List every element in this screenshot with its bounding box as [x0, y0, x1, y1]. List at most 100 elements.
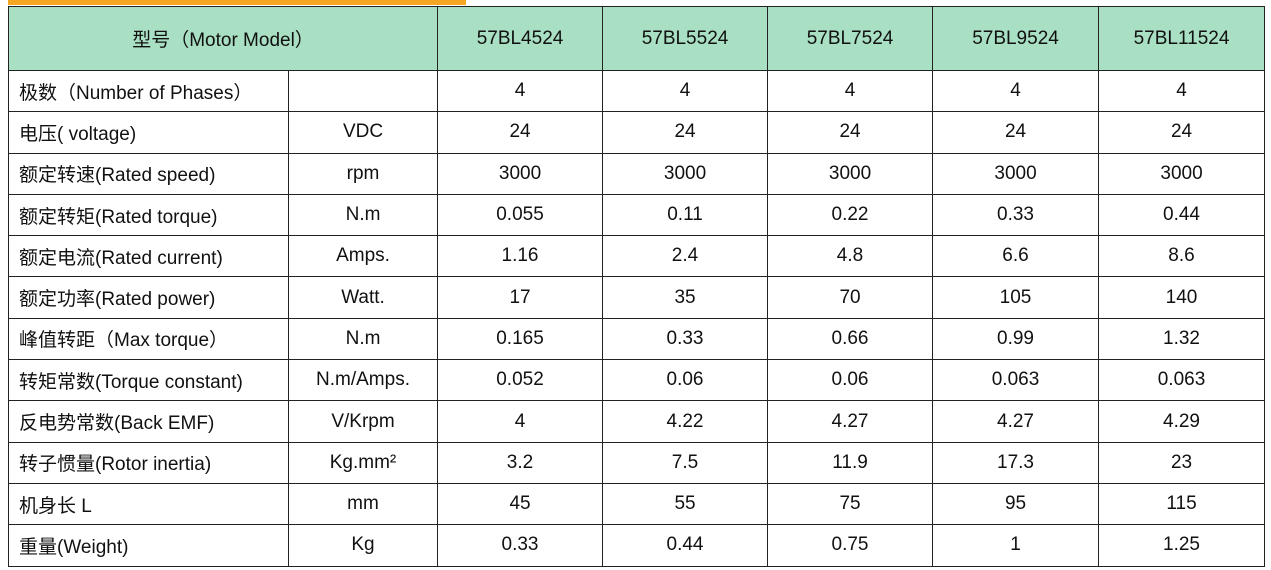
spec-unit: mm: [287, 482, 439, 526]
spec-value: 0.11: [602, 193, 769, 237]
spec-unit: [287, 69, 439, 113]
spec-value: 23: [1098, 441, 1266, 484]
spec-row: 重量(Weight) Kg 0.33 0.44 0.75 1 1.25: [8, 524, 1266, 567]
spec-value: 11.9: [767, 441, 934, 484]
spec-value: 55: [602, 482, 769, 526]
spec-value: 4.27: [932, 400, 1100, 443]
spec-value: 1.25: [1098, 524, 1266, 567]
spec-value: 1.16: [437, 235, 604, 278]
spec-unit: N.m: [287, 317, 439, 361]
spec-value: 4.8: [767, 235, 934, 278]
spec-value: 0.99: [932, 317, 1100, 361]
spec-value: 24: [602, 111, 769, 154]
spec-value: 0.44: [1098, 193, 1266, 237]
spec-value: 0.44: [602, 524, 769, 567]
spec-value: 4: [437, 69, 604, 113]
spec-value: 45: [437, 482, 604, 526]
table-body: 极数（Number of Phases） 4 4 4 4 4 电压( voltage) VDC…: [8, 69, 1266, 567]
spec-value: 4: [602, 69, 769, 113]
model-header: 57BL11524: [1098, 6, 1266, 71]
spec-value: 140: [1098, 276, 1266, 319]
model-label-header: 型号（Motor Model）: [7, 6, 439, 71]
spec-value: 105: [932, 276, 1100, 319]
spec-value: 4.29: [1098, 400, 1266, 443]
spec-value: 2.4: [602, 235, 769, 278]
spec-unit: Watt.: [287, 276, 439, 319]
spec-row: 转矩常数(Torque constant) N.m/Amps. 0.052 0.06 0…: [8, 359, 1266, 402]
spec-table: 型号（Motor Model） 57BL4524 57BL5524 57BL7524 5…: [7, 6, 1266, 567]
spec-value: 0.66: [767, 317, 934, 361]
spec-row: 反电势常数(Back EMF) V/Krpm 4 4.22 4.27 4.27 4.29: [8, 400, 1266, 443]
spec-value: 4: [767, 69, 934, 113]
spec-row: 转子惯量(Rotor inertia) Kg.mm² 3.2 7.5 11.9 17.3 2…: [8, 441, 1266, 484]
spec-value: 24: [437, 111, 604, 154]
spec-value: 4: [437, 400, 604, 443]
spec-value: 3000: [1098, 152, 1266, 195]
spec-row: 电压( voltage) VDC 24 24 24 24 24: [8, 111, 1266, 154]
spec-value: 0.063: [932, 359, 1100, 402]
spec-row: 额定功率(Rated power) Watt. 17 35 70 105 140: [8, 276, 1266, 319]
spec-value: 35: [602, 276, 769, 319]
spec-value: 4.27: [767, 400, 934, 443]
spec-value: 17.3: [932, 441, 1100, 484]
spec-value: 95: [932, 482, 1100, 526]
spec-label: 极数（Number of Phases）: [8, 69, 289, 113]
spec-value: 4.22: [602, 400, 769, 443]
spec-unit: Kg.mm²: [287, 441, 439, 484]
spec-label: 峰值转距（Max torque）: [8, 317, 289, 361]
spec-value: 70: [767, 276, 934, 319]
spec-label: 转矩常数(Torque constant): [8, 359, 289, 402]
spec-value: 1.32: [1098, 317, 1266, 361]
spec-value: 75: [767, 482, 934, 526]
spec-unit: rpm: [287, 152, 439, 195]
model-header: 57BL4524: [437, 6, 604, 71]
spec-label: 电压( voltage): [8, 111, 289, 154]
spec-value: 0.75: [767, 524, 934, 567]
spec-value: 4: [1098, 69, 1266, 113]
spec-unit: Kg: [287, 524, 439, 567]
spec-value: 17: [437, 276, 604, 319]
spec-unit: Amps.: [287, 235, 439, 278]
spec-unit: VDC: [287, 111, 439, 154]
spec-value: 0.33: [602, 317, 769, 361]
spec-value: 1: [932, 524, 1100, 567]
spec-label: 额定电流(Rated current): [8, 235, 289, 278]
spec-value: 0.052: [437, 359, 604, 402]
spec-unit: N.m/Amps.: [287, 359, 439, 402]
spec-value: 0.33: [437, 524, 604, 567]
spec-value: 3000: [932, 152, 1100, 195]
spec-row: 额定电流(Rated current) Amps. 1.16 2.4 4.8 6.6 8.6: [8, 235, 1266, 278]
spec-value: 7.5: [602, 441, 769, 484]
spec-row: 极数（Number of Phases） 4 4 4 4 4: [8, 69, 1266, 113]
spec-label: 重量(Weight): [8, 524, 289, 567]
spec-value: 24: [932, 111, 1100, 154]
model-header: 57BL5524: [602, 6, 769, 71]
spec-label: 额定转矩(Rated torque): [8, 193, 289, 237]
spec-value: 3000: [767, 152, 934, 195]
spec-value: 24: [1098, 111, 1266, 154]
model-header: 57BL9524: [932, 6, 1100, 71]
spec-value: 0.33: [932, 193, 1100, 237]
spec-label: 机身长 L: [8, 482, 289, 526]
spec-row: 额定转矩(Rated torque) N.m 0.055 0.11 0.22 0.33 0.…: [8, 193, 1266, 237]
spec-value: 4: [932, 69, 1100, 113]
spec-label: 反电势常数(Back EMF): [8, 400, 289, 443]
spec-value: 8.6: [1098, 235, 1266, 278]
spec-value: 3000: [602, 152, 769, 195]
spec-unit: V/Krpm: [287, 400, 439, 443]
spec-value: 3000: [437, 152, 604, 195]
spec-label: 转子惯量(Rotor inertia): [8, 441, 289, 484]
model-header: 57BL7524: [767, 6, 934, 71]
spec-label: 额定功率(Rated power): [8, 276, 289, 319]
spec-value: 115: [1098, 482, 1266, 526]
spec-value: 0.165: [437, 317, 604, 361]
spec-value: 3.2: [437, 441, 604, 484]
spec-value: 0.22: [767, 193, 934, 237]
spec-value: 6.6: [932, 235, 1100, 278]
spec-label: 额定转速(Rated speed): [8, 152, 289, 195]
spec-row: 额定转速(Rated speed) rpm 3000 3000 3000 3000 3000: [8, 152, 1266, 195]
header-row: 型号（Motor Model） 57BL4524 57BL5524 57BL7524 5…: [7, 6, 1266, 71]
spec-value: 24: [767, 111, 934, 154]
